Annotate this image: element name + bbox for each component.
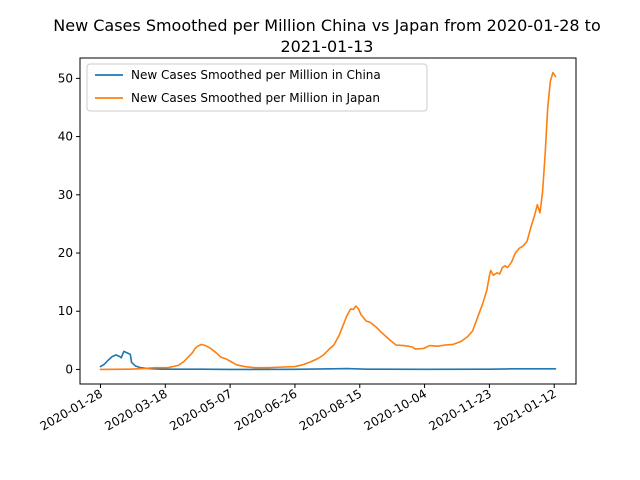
x-tick-label: 2020-06-26 [232,386,299,433]
y-tick-label: 20 [58,246,73,260]
legend: New Cases Smoothed per Million in China … [86,63,428,112]
y-tick-label: 30 [58,188,73,202]
plot-area-frame [79,57,577,385]
y-tick-label: 50 [58,71,73,85]
x-tick-label: 2020-08-15 [297,386,364,433]
y-axis: 0 10 20 30 40 50 [58,71,80,376]
x-tick-label: 2020-01-28 [38,386,105,433]
x-tick-label: 2020-11-23 [426,386,493,433]
chart-title-line-2: 2021-01-13 [281,37,374,56]
y-tick-label: 10 [58,304,73,318]
legend-label-china: New Cases Smoothed per Million in China [131,68,381,82]
x-tick-label: 2020-05-07 [167,386,234,433]
chart-title-line-1: New Cases Smoothed per Million China vs … [53,16,601,35]
x-tick-label: 2020-03-18 [102,386,169,433]
series-layer [99,71,557,371]
legend-box [86,63,428,112]
legend-label-japan: New Cases Smoothed per Million in Japan [131,91,380,105]
y-tick-label: 0 [65,362,73,376]
y-tick-label: 40 [58,130,73,144]
series-line-1 [99,71,557,371]
x-axis: 2020-01-282020-03-182020-05-072020-06-26… [38,384,559,433]
x-tick-label: 2021-01-12 [491,386,558,433]
series-line-0 [99,350,557,371]
x-tick-label: 2020-10-04 [362,386,429,433]
